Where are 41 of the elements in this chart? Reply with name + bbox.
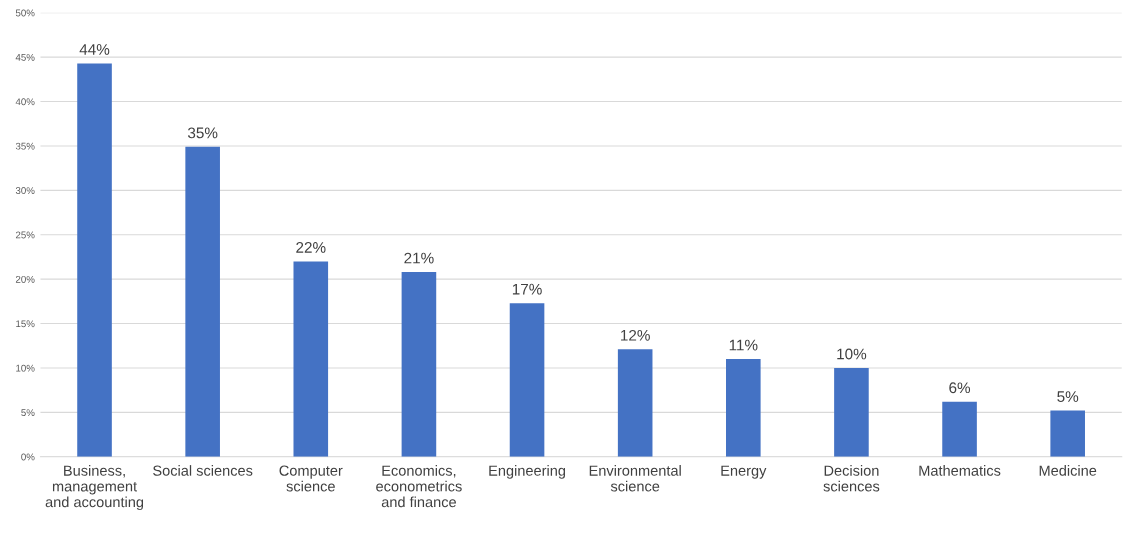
data-label: 11% (729, 339, 758, 351)
bar (77, 63, 112, 457)
bar (509, 303, 545, 457)
bar (401, 272, 437, 457)
data-label: 35% (187, 127, 218, 139)
bar (942, 401, 977, 457)
x-tick-label: Environmental science (589, 465, 681, 492)
data-label: 17% (512, 283, 542, 295)
y-tick-label: 30% (15, 187, 35, 194)
x-tick-label: Economics, econometrics and finance (376, 465, 462, 508)
bar (185, 146, 220, 457)
bar (617, 349, 653, 457)
bar (834, 367, 869, 457)
y-tick-label: 50% (15, 9, 35, 17)
y-tick-label: 15% (16, 320, 35, 328)
x-tick-label: Computer science (279, 465, 343, 492)
y-tick-label: 5% (21, 409, 35, 416)
bar (1050, 410, 1085, 457)
y-tick-label: 0% (21, 453, 35, 461)
data-label: 5% (1057, 391, 1079, 403)
data-label: 6% (949, 382, 971, 394)
x-tick-label: Energy (721, 465, 767, 479)
bar (293, 261, 329, 457)
x-tick-label: Business, management and accounting (45, 465, 144, 511)
data-label: 12% (621, 329, 650, 341)
y-tick-label: 35% (15, 142, 35, 150)
x-tick-label: Social sciences (153, 465, 253, 476)
data-label: 44% (79, 44, 110, 55)
data-label: 21% (404, 252, 434, 264)
bar (726, 359, 761, 457)
x-tick-label: Medicine (1039, 465, 1097, 476)
y-tick-label: 25% (15, 231, 35, 239)
y-tick-label: 40% (15, 98, 35, 106)
x-tick-label: Engineering (489, 465, 566, 479)
y-tick-label: 45% (15, 53, 35, 61)
y-tick-label: 10% (16, 364, 35, 372)
x-tick-label: Mathematics (919, 465, 1001, 476)
data-label: 10% (837, 348, 867, 360)
x-tick-label: Decision sciences (823, 465, 880, 492)
y-tick-label: 20% (15, 275, 35, 283)
data-label: 22% (296, 242, 326, 253)
